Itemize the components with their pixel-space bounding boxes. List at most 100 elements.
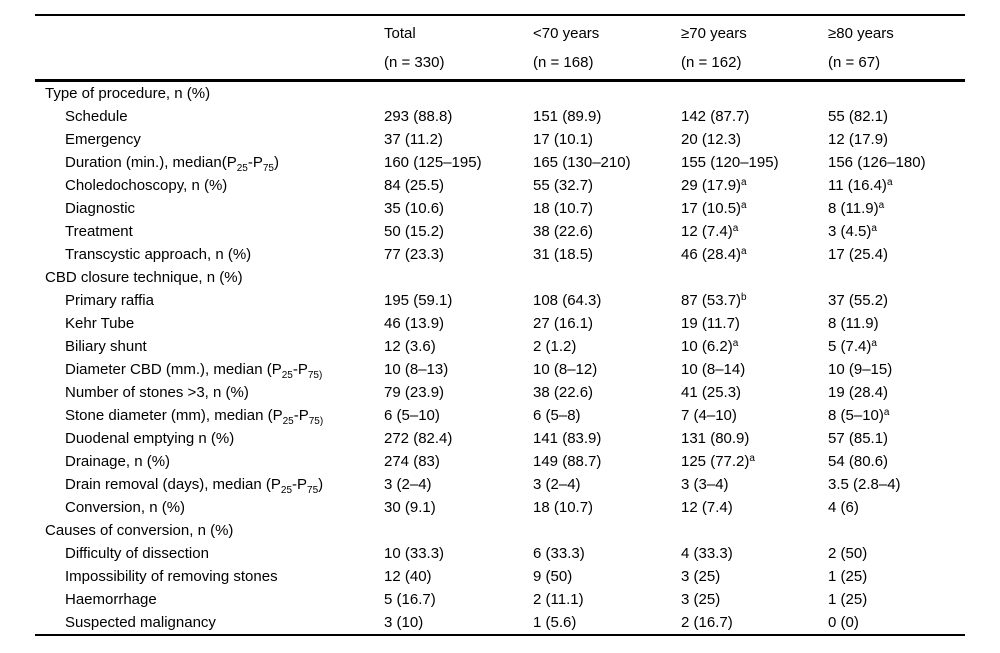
cell-over80: 3 (4.5)a (828, 223, 877, 240)
row-label: Stone diameter (mm), median (P25-P75) (65, 407, 324, 427)
table-row: Diagnostic 35 (10.6) 18 (10.7) 17 (10.5)a 8 … (35, 197, 965, 220)
cell-over80: 10 (9–15) (828, 361, 893, 378)
cell-over70: 10 (8–14) (681, 361, 746, 378)
cell-under70: 108 (64.3) (533, 292, 602, 309)
cell-total: 30 (9.1) (384, 499, 436, 516)
cell-total: 35 (10.6) (384, 200, 445, 217)
cell-over80: 8 (11.9)a (828, 200, 885, 217)
column-n-under70: (n = 168) (533, 54, 594, 71)
row-label: Conversion, n (%) (65, 499, 186, 516)
cell-over70: 7 (4–10) (681, 407, 737, 424)
cell-total: 77 (23.3) (384, 246, 445, 263)
cell-under70: 151 (89.9) (533, 108, 602, 125)
section-label: Type of procedure, n (%) (45, 85, 211, 102)
cell-over80: 4 (6) (828, 499, 859, 516)
cell-over80: 5 (7.4)a (828, 338, 877, 355)
header-row: Total (n = 330) <70 years (n = 168) ≥70 … (35, 15, 965, 82)
cell-total: 84 (25.5) (384, 177, 445, 194)
column-title-over70: ≥70 years (681, 25, 747, 42)
table-row: Primary raffia 195 (59.1) 108 (64.3) 87 (53… (35, 289, 965, 312)
cell-under70: 10 (8–12) (533, 361, 598, 378)
header-cell-rowlabels (35, 15, 384, 82)
cell-over70: 29 (17.9)a (681, 177, 747, 194)
section-row: Causes of conversion, n (%) (35, 519, 965, 542)
cell-over80: 3.5 (2.8–4) (828, 476, 901, 493)
table-row: Drain removal (days), median (P25-P75) 3 … (35, 473, 965, 496)
table-row: Conversion, n (%) 30 (9.1) 18 (10.7) 12 (7.… (35, 496, 965, 519)
cell-under70: 141 (83.9) (533, 430, 602, 447)
row-label: Drainage, n (%) (65, 453, 171, 470)
section-row: CBD closure technique, n (%) (35, 266, 965, 289)
cell-over70: 19 (11.7) (681, 315, 740, 332)
column-title-over80: ≥80 years (828, 25, 894, 42)
table-header: Total (n = 330) <70 years (n = 168) ≥70 … (35, 15, 965, 82)
cell-total: 50 (15.2) (384, 223, 445, 240)
cell-over80: 54 (80.6) (828, 453, 889, 470)
row-label: Choledochoscopy, n (%) (65, 177, 228, 194)
row-label: Kehr Tube (65, 315, 135, 332)
header-cell-total: Total (n = 330) (384, 15, 533, 82)
cell-total: 12 (40) (384, 568, 432, 585)
cell-total: 274 (83) (384, 453, 440, 470)
cell-over80: 8 (11.9) (828, 315, 879, 332)
cell-under70: 1 (5.6) (533, 611, 681, 636)
cell-over70: 3 (3–4) (681, 476, 729, 493)
cell-total: 10 (8–13) (384, 361, 449, 378)
table-row: Kehr Tube 46 (13.9) 27 (16.1) 19 (11.7) 8 (1… (35, 312, 965, 335)
cell-under70: 6 (33.3) (533, 545, 585, 562)
table-row: Difficulty of dissection 10 (33.3) 6 (33.3… (35, 542, 965, 565)
cell-under70: 3 (2–4) (533, 476, 581, 493)
table-row: Schedule 293 (88.8) 151 (89.9) 142 (87.7) 55… (35, 105, 965, 128)
table-row: Haemorrhage 5 (16.7) 2 (11.1) 3 (25) 1 (25) (35, 588, 965, 611)
row-label: Duodenal emptying n (%) (65, 430, 235, 447)
table-row: Choledochoscopy, n (%) 84 (25.5) 55 (32.7)… (35, 174, 965, 197)
cell-total: 272 (82.4) (384, 430, 453, 447)
cell-over80: 156 (126–180) (828, 154, 926, 171)
cell-over80: 17 (25.4) (828, 246, 889, 263)
cell-total: 293 (88.8) (384, 108, 453, 125)
cell-over70: 46 (28.4)a (681, 246, 747, 263)
cell-over70: 3 (25) (681, 591, 721, 608)
row-label: Number of stones >3, n (%) (65, 384, 249, 401)
table-row: Duodenal emptying n (%) 272 (82.4) 141 (83… (35, 427, 965, 450)
table-row: Diameter CBD (mm.), median (P25-P75) 10 (… (35, 358, 965, 381)
table-row: Emergency 37 (11.2) 17 (10.1) 20 (12.3) 12 (… (35, 128, 965, 151)
cell-over80: 1 (25) (828, 568, 868, 585)
row-label: Haemorrhage (65, 591, 157, 608)
cell-over70: 2 (16.7) (681, 611, 828, 636)
row-label: Schedule (65, 108, 128, 125)
cell-total: 6 (5–10) (384, 407, 440, 424)
cell-total: 3 (10) (384, 611, 533, 636)
table-row: Number of stones >3, n (%) 79 (23.9) 38 (2… (35, 381, 965, 404)
cell-over70: 155 (120–195) (681, 154, 779, 171)
column-n-total: (n = 330) (384, 54, 445, 71)
cell-under70: 6 (5–8) (533, 407, 581, 424)
cell-under70: 18 (10.7) (533, 200, 594, 217)
cell-under70: 149 (88.7) (533, 453, 602, 470)
cell-over70: 4 (33.3) (681, 545, 733, 562)
cell-over70: 3 (25) (681, 568, 721, 585)
cell-total: 160 (125–195) (384, 154, 482, 171)
section-label: Causes of conversion, n (%) (45, 522, 234, 539)
cell-over80: 0 (0) (828, 611, 965, 636)
table-row: Drainage, n (%) 274 (83) 149 (88.7) 125 (77… (35, 450, 965, 473)
cell-total: 3 (2–4) (384, 476, 432, 493)
row-label: Drain removal (days), median (P25-P75) (65, 476, 324, 496)
cell-total: 5 (16.7) (384, 591, 436, 608)
column-title-total: Total (384, 25, 416, 42)
cell-under70: 38 (22.6) (533, 223, 594, 240)
cell-over80: 37 (55.2) (828, 292, 889, 309)
table-row: Stone diameter (mm), median (P25-P75) 6 (… (35, 404, 965, 427)
section-row: Type of procedure, n (%) (35, 81, 965, 106)
cell-over70: 12 (7.4) (681, 499, 733, 516)
table-row: Duration (min.), median(P25-P75) 160 (125… (35, 151, 965, 174)
cell-over80: 1 (25) (828, 591, 868, 608)
row-label: Difficulty of dissection (65, 545, 209, 562)
cell-under70: 38 (22.6) (533, 384, 594, 401)
cell-under70: 2 (1.2) (533, 338, 577, 355)
cell-over80: 57 (85.1) (828, 430, 889, 447)
table-body: Type of procedure, n (%) Schedule 293 (88.… (35, 81, 965, 636)
row-label: Diagnostic (65, 200, 136, 217)
cell-under70: 55 (32.7) (533, 177, 594, 194)
